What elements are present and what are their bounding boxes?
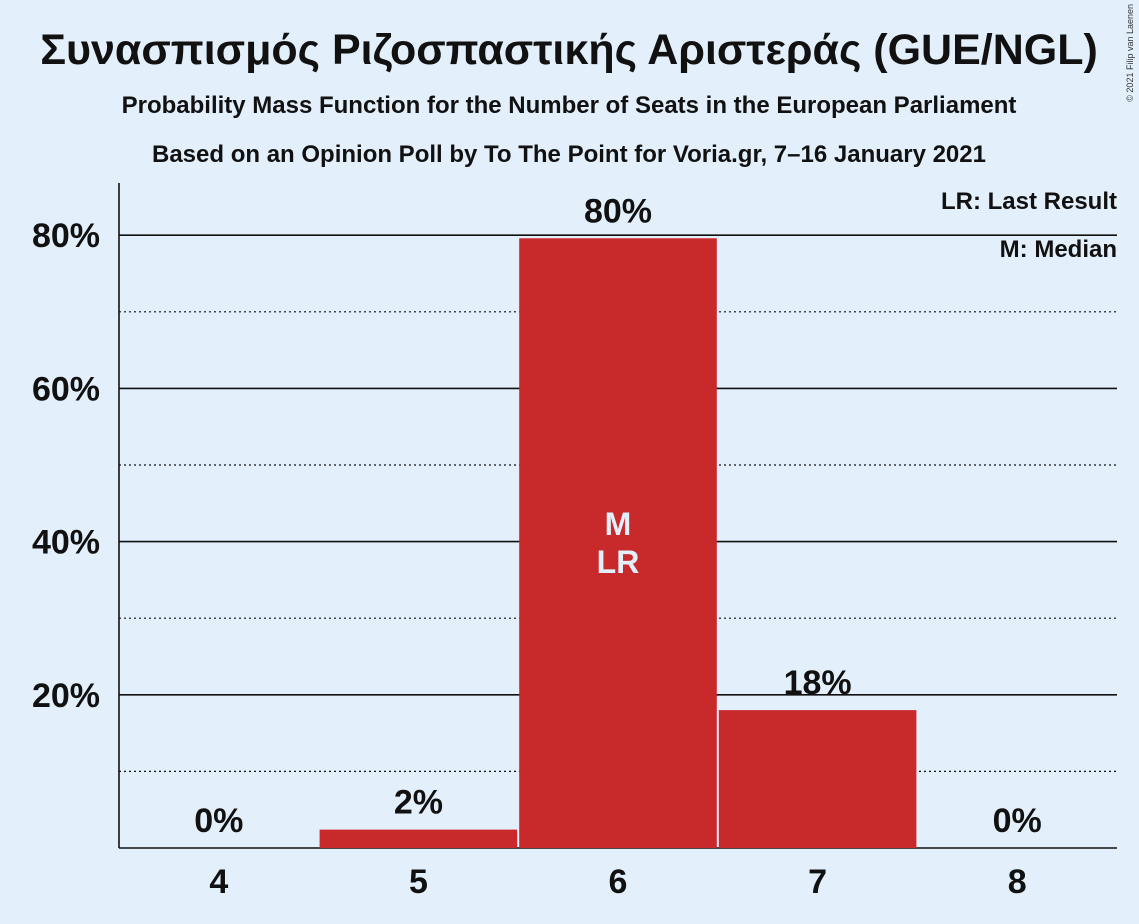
x-tick-label: 5 <box>409 863 428 901</box>
copyright-notice: © 2021 Filip van Laenen <box>1125 4 1135 102</box>
chart-subtitle-source: Based on an Opinion Poll by To The Point… <box>152 141 986 168</box>
x-tick-label: 7 <box>808 863 827 901</box>
bar-marker-label: LR <box>597 544 640 580</box>
data-label: 80% <box>584 192 652 230</box>
chart-subtitle: Probability Mass Function for the Number… <box>122 92 1017 119</box>
data-label: 0% <box>194 802 243 840</box>
bars-layer <box>319 238 917 848</box>
bar-seats-7 <box>718 710 917 848</box>
bar-seats-5 <box>319 829 518 848</box>
y-tick-label: 80% <box>32 217 100 255</box>
bar-seats-6 <box>519 238 717 848</box>
data-label: 2% <box>394 784 443 822</box>
legend-entry-last-result: LR: Last Result <box>941 188 1117 215</box>
x-tick-label: 8 <box>1008 863 1027 901</box>
x-tick-label: 6 <box>609 863 628 901</box>
y-tick-label: 20% <box>32 677 100 715</box>
data-label: 0% <box>993 802 1042 840</box>
chart-title: Συνασπισμός Ριζοσπαστικής Αριστεράς (GUE… <box>40 26 1098 74</box>
data-label: 18% <box>784 664 852 702</box>
x-tick-label: 4 <box>209 863 228 901</box>
y-tick-label: 60% <box>32 370 100 408</box>
legend-entry-median: M: Median <box>1000 236 1117 263</box>
y-tick-label: 40% <box>32 524 100 562</box>
labels-layer: 20% 40% 60% 80% 0% 4 2% 5 80% 6 18% 7 0% 8 MLR <box>32 192 1042 901</box>
bar-marker-label: M <box>605 506 632 542</box>
